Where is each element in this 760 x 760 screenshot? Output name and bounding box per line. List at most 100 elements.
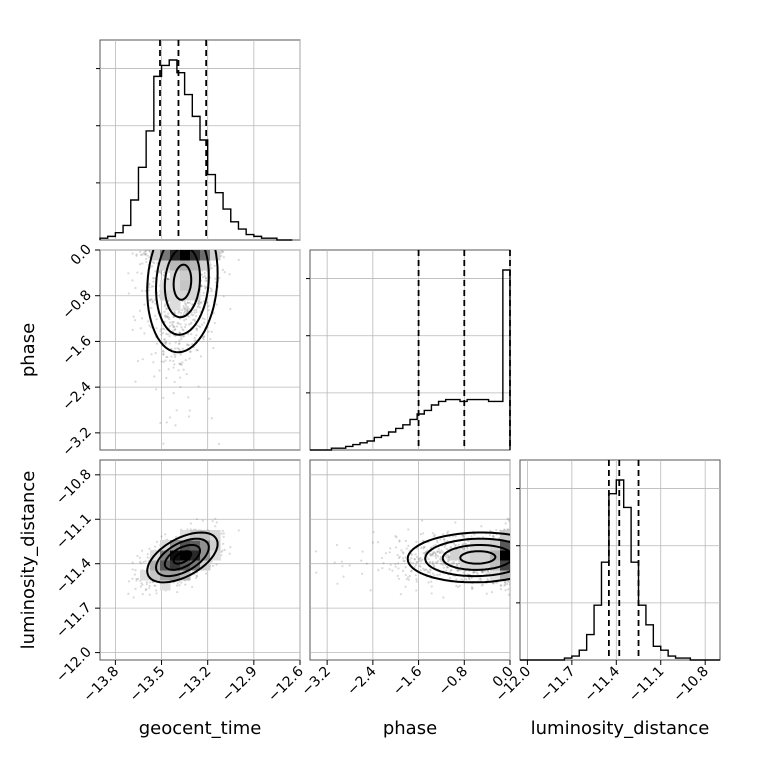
panel-geocent_time-vs-phase xyxy=(99,249,301,451)
scatter-point xyxy=(202,335,205,338)
scatter-point xyxy=(182,329,185,332)
scatter-point xyxy=(415,578,418,581)
scatter-point xyxy=(447,566,450,569)
scatter-point xyxy=(452,562,455,565)
scatter-point xyxy=(427,557,430,560)
panel-content xyxy=(127,250,240,445)
scatter-point xyxy=(167,368,170,371)
scatter-point xyxy=(389,563,392,566)
scatter-point xyxy=(380,556,384,560)
grid-lines xyxy=(100,249,301,450)
scatter-point xyxy=(198,303,201,306)
scatter-point xyxy=(139,250,142,253)
density-cell xyxy=(480,550,491,561)
scatter-point xyxy=(414,574,417,577)
scatter-point xyxy=(172,329,175,332)
scatter-point xyxy=(178,584,181,587)
x-tick-label: −13.8 xyxy=(81,664,123,706)
scatter-point xyxy=(199,325,202,329)
scatter-point xyxy=(154,352,157,355)
density-cell xyxy=(170,280,181,291)
scatter-point xyxy=(422,547,425,550)
scatter-point xyxy=(197,302,200,305)
scatter-point xyxy=(144,289,147,292)
scatter-point xyxy=(195,518,198,521)
scatter-point xyxy=(179,376,182,379)
scatter-point xyxy=(446,558,449,561)
scatter-point xyxy=(202,291,205,295)
scatter-point xyxy=(429,554,432,557)
scatter-point xyxy=(182,306,185,310)
density-cell xyxy=(170,260,181,271)
y-tick-label: −11.7 xyxy=(53,600,95,642)
scatter-point xyxy=(209,287,212,290)
scatter-point xyxy=(166,356,169,359)
scatter-point xyxy=(185,305,188,308)
scatter-point xyxy=(139,327,142,330)
scatter-point xyxy=(160,272,163,275)
scatter-point xyxy=(437,555,440,558)
scatter-point xyxy=(315,571,318,574)
scatter-point xyxy=(394,562,397,566)
scatter-point xyxy=(172,315,175,318)
contour-line xyxy=(163,250,202,319)
scatter-point xyxy=(475,571,479,574)
scatter-point xyxy=(419,565,422,568)
scatter-point xyxy=(488,572,491,575)
scatter-point xyxy=(165,421,168,424)
scatter-point xyxy=(422,532,425,535)
scatter-point xyxy=(411,562,414,565)
scatter-point xyxy=(162,360,165,363)
scatter-point xyxy=(433,564,436,567)
scatter-point xyxy=(456,569,459,572)
y-tick-label: −12.0 xyxy=(53,644,95,686)
scatter-point xyxy=(180,326,183,329)
scatter-point xyxy=(131,279,134,282)
scatter-point xyxy=(483,570,486,573)
scatter-point xyxy=(421,539,425,542)
scatter-point xyxy=(183,300,186,303)
scatter-point xyxy=(164,359,167,362)
scatter-point xyxy=(175,325,179,328)
scatter-point xyxy=(155,592,158,595)
scatter-point xyxy=(228,273,231,276)
scatter-point xyxy=(131,561,134,564)
scatter-point xyxy=(480,525,483,528)
scatter-point xyxy=(179,363,183,366)
scatter-point xyxy=(195,308,198,311)
scatter-point xyxy=(431,532,435,535)
scatter-point xyxy=(492,535,495,538)
scatter-point xyxy=(184,302,187,305)
scatter-point xyxy=(447,559,450,562)
scatter-point xyxy=(445,556,448,559)
density-cell xyxy=(180,290,191,301)
scatter-point xyxy=(200,301,203,304)
scatter-point xyxy=(442,538,446,541)
scatter-point xyxy=(211,564,215,567)
scatter-point xyxy=(144,588,147,592)
scatter-point xyxy=(433,574,436,577)
scatter-point xyxy=(139,253,143,256)
scatter-point xyxy=(342,575,345,578)
density-cell xyxy=(180,270,191,281)
scatter-point xyxy=(209,338,212,341)
scatter-point xyxy=(185,372,188,376)
scatter-point xyxy=(439,551,442,554)
scatter-point xyxy=(195,310,198,314)
scatter-point xyxy=(397,567,400,570)
scatter-point xyxy=(143,250,146,253)
scatter-point xyxy=(508,519,510,523)
scatter-point xyxy=(144,250,147,253)
scatter-point xyxy=(193,318,196,321)
scatter-point xyxy=(413,557,416,561)
density-cell xyxy=(470,550,481,561)
scatter-point xyxy=(193,339,196,342)
scatter-point xyxy=(467,540,470,543)
scatter-point xyxy=(177,322,180,325)
scatter-point xyxy=(426,571,429,574)
scatter-point xyxy=(135,253,138,256)
scatter-point xyxy=(406,576,410,579)
scatter-point xyxy=(428,560,431,564)
scatter-point xyxy=(136,577,140,580)
scatter-point xyxy=(177,311,180,314)
